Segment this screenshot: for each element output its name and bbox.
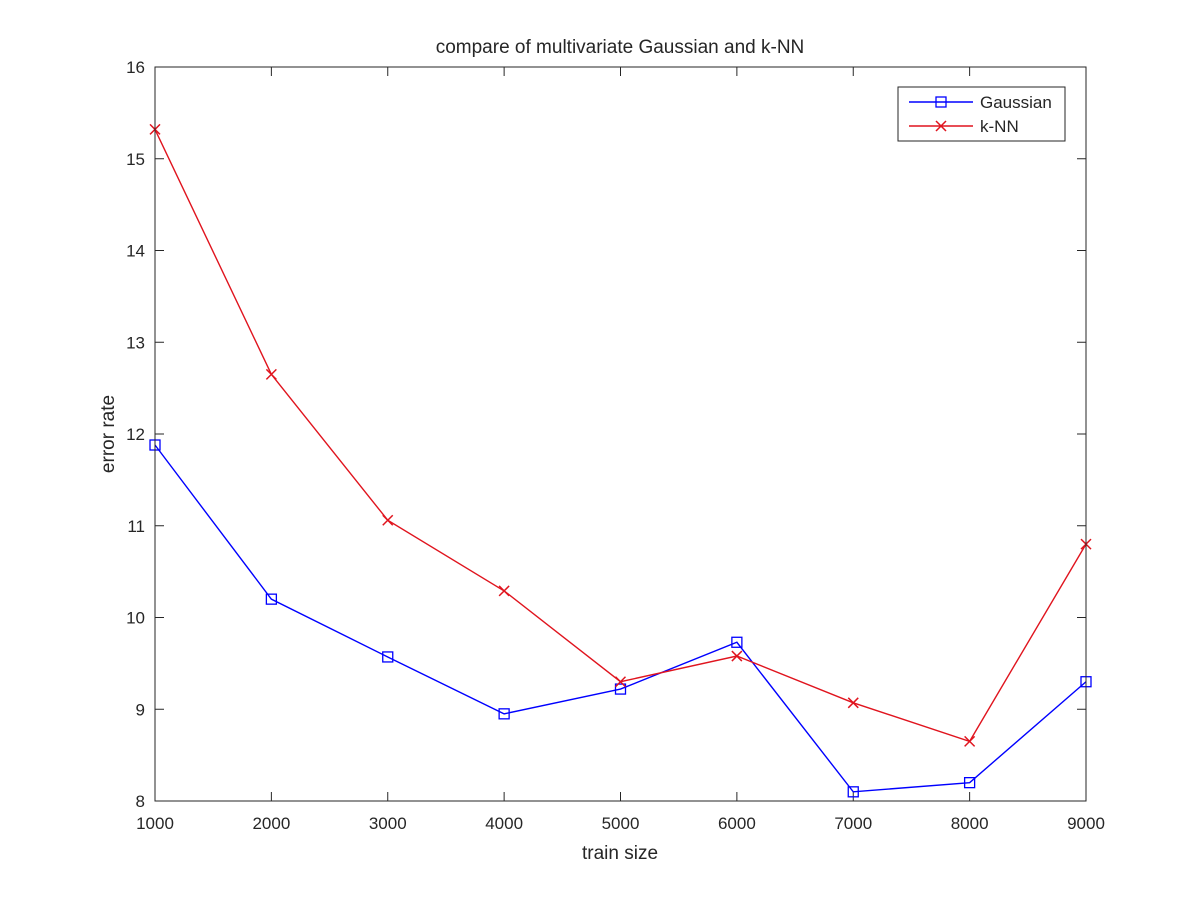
x-tick-label: 2000: [252, 814, 290, 833]
data-point-k-nn: [498, 585, 510, 597]
legend-marker-gaussian: [935, 96, 947, 108]
y-tick-label: 16: [126, 58, 145, 77]
data-point-k-nn: [964, 735, 976, 747]
data-point-gaussian: [614, 683, 627, 695]
tick-labels: 1000 2000 3000 4000 5000 6000 7000 8000 9000 8 9 10…: [126, 58, 1105, 833]
data-point-k-nn: [382, 514, 394, 526]
legend: Gaussian k-NN: [897, 86, 1066, 142]
legend-label-gaussian: Gaussian: [980, 93, 1052, 112]
data-point-gaussian: [963, 777, 976, 789]
y-tick-label: 15: [126, 150, 145, 169]
x-tick-label: 5000: [602, 814, 640, 833]
y-axis-label: error rate: [98, 395, 119, 473]
x-tick-label: 7000: [834, 814, 872, 833]
legend-marker-k-nn: [935, 120, 947, 132]
data-point-k-nn: [731, 650, 743, 662]
y-tick-label: 13: [126, 333, 145, 352]
x-tick-label: 4000: [485, 814, 523, 833]
legend-label-k-nn: k-NN: [980, 117, 1019, 136]
legend-box: [897, 86, 1066, 142]
data-point-k-nn: [847, 697, 859, 709]
legend-item-gaussian: Gaussian: [909, 93, 1052, 112]
y-tick-label: 9: [136, 700, 145, 719]
data-point-gaussian: [498, 708, 510, 720]
data-point-gaussian: [731, 636, 743, 648]
series-line-gaussian: [154, 444, 1087, 793]
data-point-gaussian: [382, 651, 394, 663]
chart-title: compare of multivariate Gaussian and k-N…: [436, 37, 805, 58]
y-tick-label: 11: [127, 517, 145, 536]
x-tick-label: 6000: [718, 814, 756, 833]
data-point-gaussian: [847, 786, 859, 798]
x-tick-label: 1000: [136, 814, 174, 833]
data-point-k-nn: [614, 676, 627, 688]
y-tick-label: 14: [126, 242, 145, 261]
x-tick-label: 3000: [369, 814, 407, 833]
x-tick-label: 9000: [1067, 814, 1105, 833]
x-tick-label: 8000: [951, 814, 989, 833]
y-tick-label: 10: [126, 609, 145, 628]
x-axis-label: train size: [582, 843, 658, 864]
data-point-gaussian: [265, 593, 278, 605]
plot-frame: [154, 66, 1087, 802]
legend-item-k-nn: k-NN: [909, 117, 1019, 136]
data-point-k-nn: [265, 368, 277, 380]
y-tick-label: 8: [136, 792, 145, 811]
plot-area: [155, 67, 1086, 801]
y-tick-label: 12: [126, 425, 145, 444]
